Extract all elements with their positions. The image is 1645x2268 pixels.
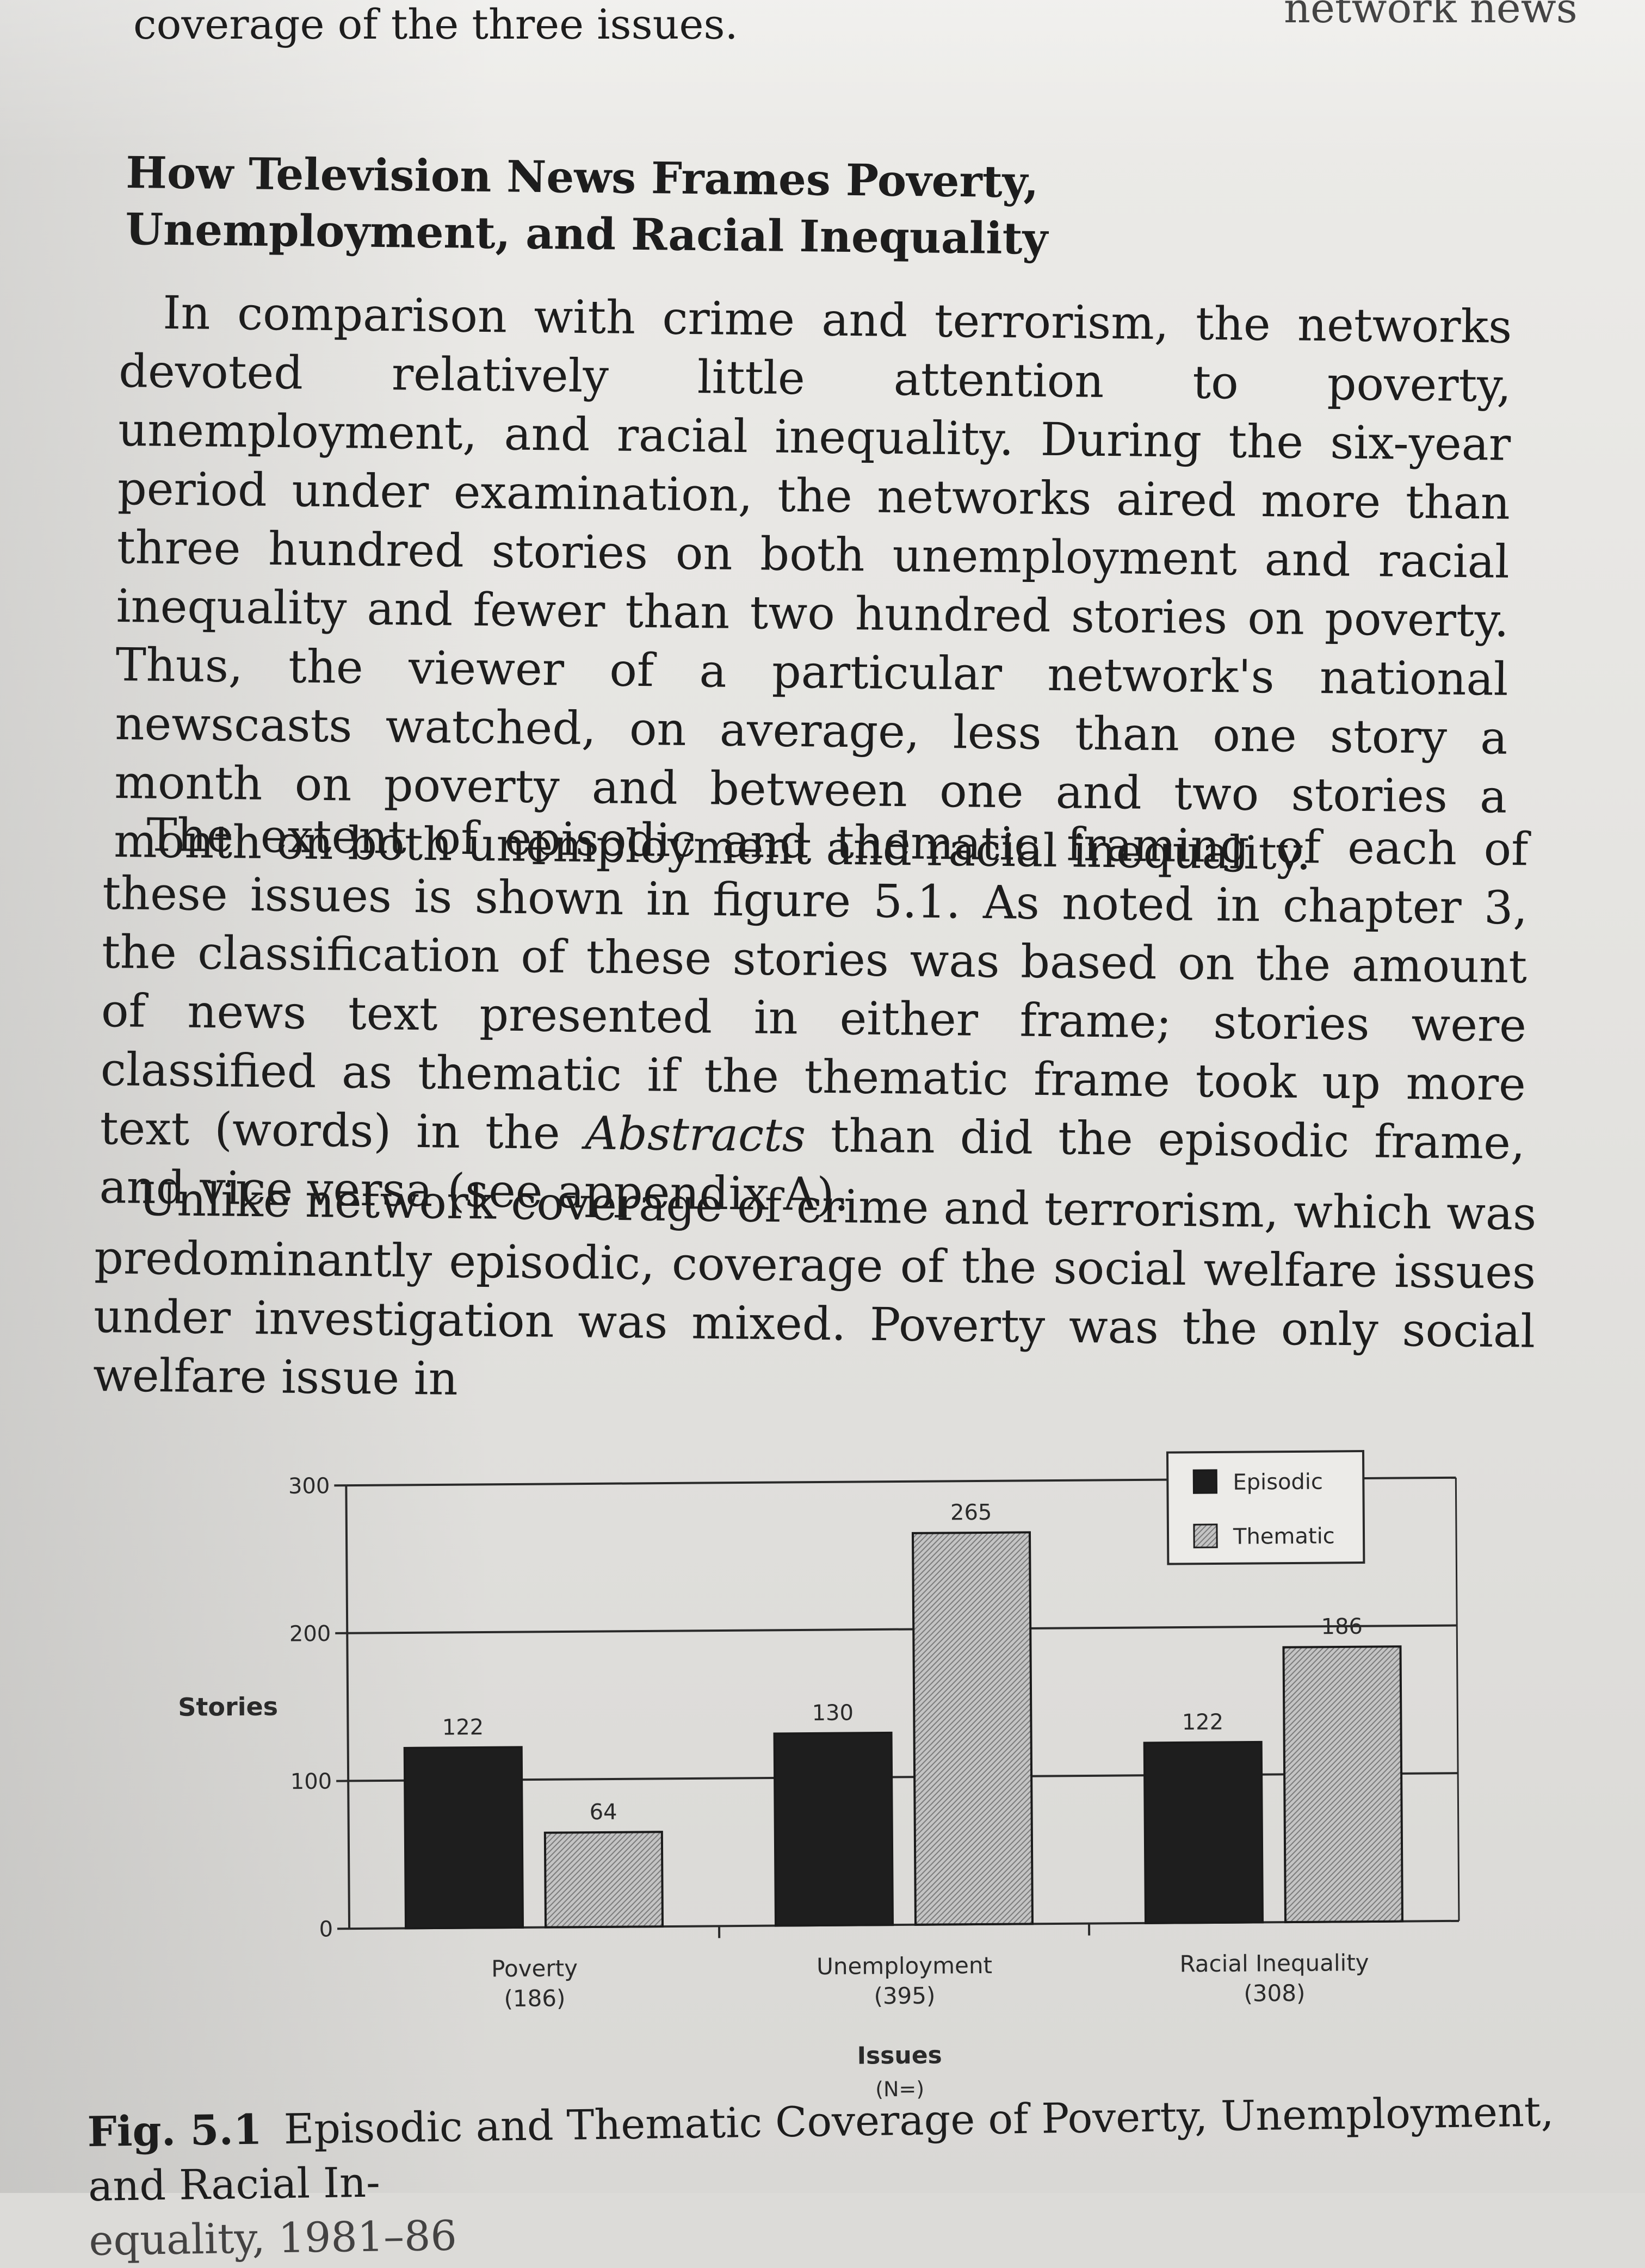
bar-value-label: 265 (950, 1500, 992, 1526)
caption-text-continued: equality, 1981–86 (89, 2211, 457, 2265)
legend-swatch-thematic (1194, 1525, 1217, 1547)
italic-title: Abstracts (585, 1106, 806, 1162)
y-tick-label: 300 (288, 1473, 330, 1499)
legend-label: Episodic (1233, 1470, 1323, 1495)
x-category-label: Racial Inequality (1179, 1949, 1369, 1977)
paragraph-text-part: The extent of episodic and thematic fram… (100, 808, 1529, 1160)
legend-label: Thematic (1233, 1523, 1335, 1549)
bar-thematic (545, 1832, 663, 1927)
paragraph-text: In comparison with crime and terrorism, … (114, 283, 1512, 885)
bar-value-label: 122 (442, 1715, 484, 1740)
body-paragraph-3: Unlike network coverage of crime and ter… (92, 1169, 1536, 1420)
y-tick-label: 100 (290, 1769, 332, 1795)
bar-episodic (775, 1733, 893, 1926)
previous-line-fragment: network news (1284, 0, 1578, 32)
y-tick-label: 200 (289, 1621, 331, 1647)
legend-swatch-episodic (1193, 1470, 1216, 1493)
bar-thematic (913, 1532, 1032, 1924)
body-paragraph-1: In comparison with crime and terrorism, … (114, 283, 1512, 885)
figure-label: Fig. 5.1 (87, 2105, 262, 2156)
figure-5-1-chart: 0 100 200 300 Stories 122 64 Poverty (186) 130 265… (0, 1430, 1645, 2105)
bar-value-label: 64 (589, 1800, 617, 1825)
y-axis-label: Stories (178, 1691, 278, 1721)
caption-text: Episodic and Thematic Coverage of Povert… (88, 2087, 1554, 2210)
x-category-count: (395) (874, 1982, 935, 2010)
body-paragraph-2: The extent of episodic and thematic fram… (99, 805, 1529, 1231)
bar-episodic (405, 1747, 523, 1928)
chart-legend: Episodic Thematic (1167, 1451, 1364, 1564)
paragraph-text: The extent of episodic and thematic fram… (99, 805, 1529, 1231)
bar-value-label: 122 (1182, 1709, 1224, 1735)
book-page: coverage of the three issues. network ne… (0, 0, 1645, 2193)
previous-paragraph-end: coverage of the three issues. (133, 0, 738, 48)
x-category-count: (308) (1244, 1980, 1305, 2007)
right-border-line (1456, 1478, 1459, 1921)
section-heading: How Television News Frames Poverty, Unem… (125, 144, 1323, 270)
bar-chart-svg: 0 100 200 300 Stories 122 64 Poverty (186) 130 265… (0, 1430, 1645, 2105)
bar-value-label: 186 (1321, 1614, 1363, 1640)
x-axis-label: Issues (857, 2041, 942, 2069)
bar-thematic (1283, 1646, 1402, 1922)
y-tick-label: 0 (319, 1917, 333, 1942)
x-category-count: (186) (504, 1985, 565, 2012)
bar-value-label: 130 (812, 1700, 854, 1726)
paragraph-text: Unlike network coverage of crime and ter… (92, 1169, 1536, 1420)
chart-bars (403, 1530, 1402, 1929)
y-axis-line (346, 1485, 349, 1929)
x-category-label: Poverty (491, 1955, 578, 1982)
x-category-label: Unemployment (817, 1952, 992, 1980)
gridline (347, 1626, 1457, 1633)
bar-episodic (1145, 1742, 1263, 1923)
